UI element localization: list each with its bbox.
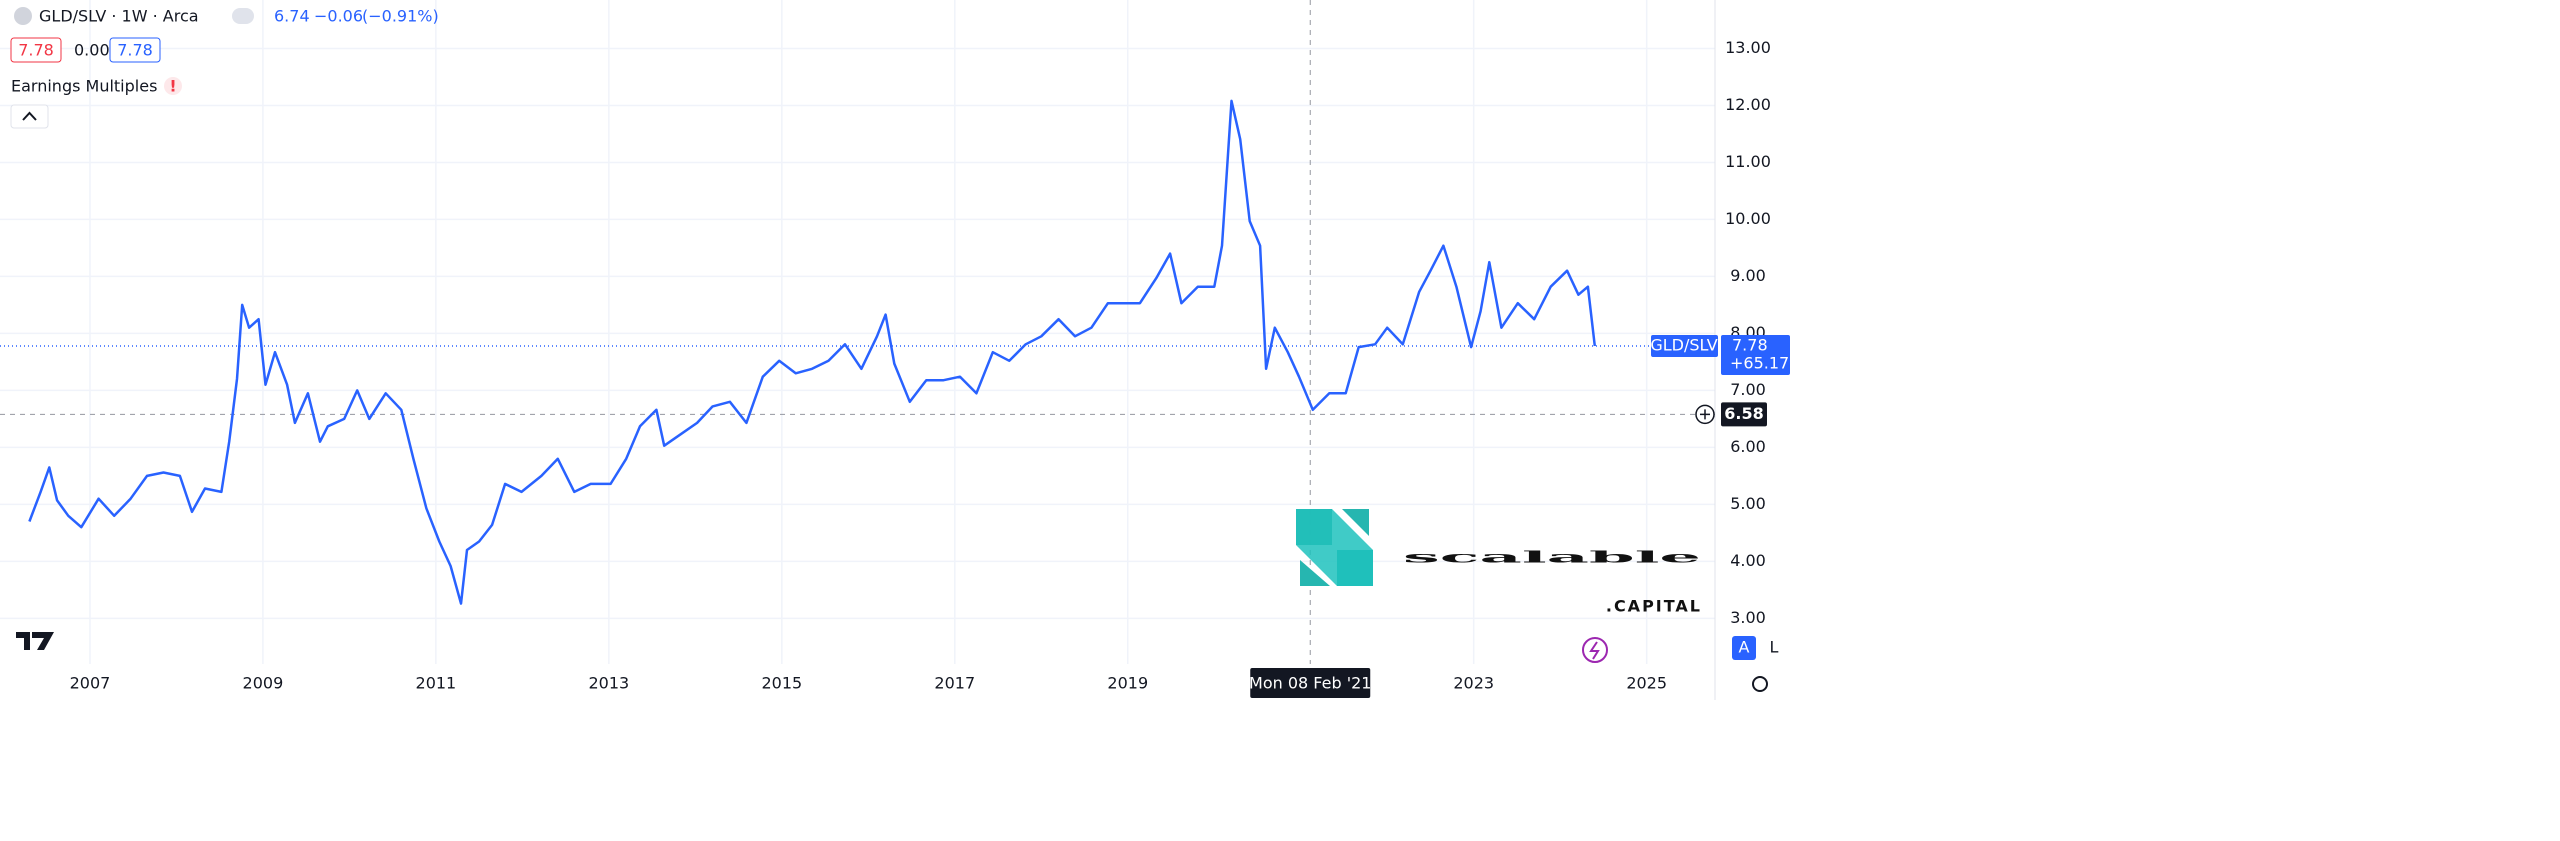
x-tick-label: 2015 [761,674,802,693]
watermark-suffix: .CAPITAL [1606,597,1702,616]
bid-box[interactable] [10,37,62,63]
x-tick-label: 2017 [934,674,975,693]
x-tick-label: 2025 [1626,674,1667,693]
x-tick-label: 2019 [1107,674,1148,693]
plot: 3.004.005.006.007.008.009.0010.0011.0012… [0,0,1804,700]
y-tick-label: 10.00 [1725,209,1771,228]
collapse-button[interactable] [10,104,49,129]
x-tick-label: 2009 [243,674,284,693]
crosshair-y-label: 6.58 [1724,404,1763,423]
crosshair-add-plus [1700,409,1710,420]
last-value-box [1721,334,1790,375]
indicator-flag-bg [164,77,182,95]
header-change-pct: (−0.91%) [362,7,439,26]
series-tag-label: GLD/SLV [1650,335,1717,354]
ask-box[interactable] [109,37,161,63]
spread: 0.00 [74,41,110,60]
scale-button-label: L [1770,638,1779,657]
x-tick-label: 2013 [588,674,629,693]
y-tick-label: 11.00 [1725,152,1771,171]
x-tick-label: 2007 [70,674,111,693]
symbol-title[interactable]: GLD/SLV · 1W · Arca [39,7,199,26]
scale-button[interactable] [1732,636,1756,660]
last-value-label: 7.78 [1732,335,1768,354]
symbol-icon [14,7,32,25]
visibility-pill[interactable] [232,8,254,24]
scale-button-label: A [1739,638,1750,657]
y-tick-label: 7.00 [1730,380,1766,399]
x-tick-label: 2011 [416,674,457,693]
y-tick-label: 9.00 [1730,266,1766,285]
x-tick-label: 2023 [1453,674,1494,693]
header-change: −0.06 [314,7,363,26]
y-tick-label: 12.00 [1725,95,1771,114]
last-change-label: +65.17% [1730,353,1804,372]
y-tick-label: 13.00 [1725,38,1771,57]
watermark-name: scalable [1403,548,1701,567]
crosshair-x-box [1250,668,1371,698]
crosshair-x-label: Mon 08 Feb '21 [1249,674,1371,693]
tv-logo[interactable] [16,632,54,650]
settings-icon[interactable] [1752,676,1768,692]
y-tick-label: 6.00 [1730,437,1766,456]
ask: 7.78 [117,41,153,60]
scale-button[interactable] [1762,636,1786,660]
replay-icon[interactable] [1582,637,1608,663]
price-line [28,99,1597,605]
y-tick-label: 4.00 [1730,551,1766,570]
series-tag [1651,334,1718,357]
y-tick-label: 5.00 [1730,494,1766,513]
collapse-chevron [22,111,37,121]
watermark-logo [1296,509,1373,586]
y-tick-label: 3.00 [1730,608,1766,627]
replay-bolt [1589,641,1600,660]
header-last: 6.74 [274,7,310,26]
bid: 7.78 [18,41,54,60]
indicator-name[interactable]: Earnings Multiples [11,77,157,96]
indicator-flag: ! [169,77,176,96]
crosshair-y-box [1721,402,1767,427]
